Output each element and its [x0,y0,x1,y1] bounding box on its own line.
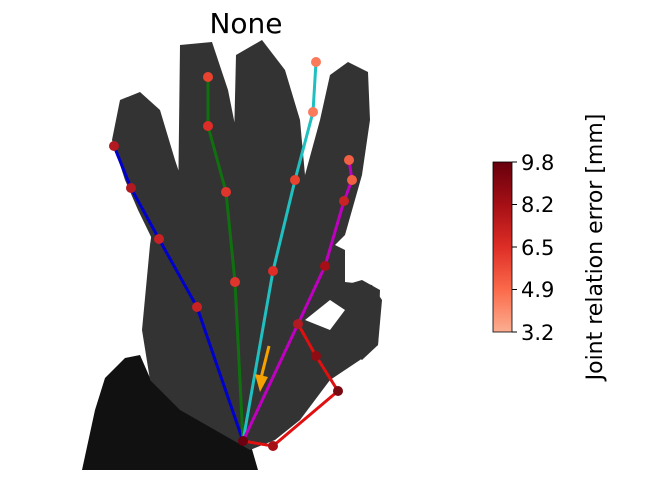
arrow-head [255,374,268,392]
thumb-region [320,282,382,360]
joint-thumb-3 [311,351,321,361]
joint-index-3 [339,196,349,206]
colorbar [492,161,513,333]
skeleton-joints [109,57,357,451]
index-finger-region [290,62,370,255]
joint-index-1 [293,319,303,329]
joint-pinky-2 [154,234,164,244]
arrow-annotation [255,345,271,392]
joint-ring-3 [203,121,213,131]
joint-pinky-3 [126,183,136,193]
joint-middle-3 [308,107,318,117]
colorbar-tick-label: 4.9 [521,278,554,302]
colorbar-tick-label: 3.2 [521,321,554,345]
palm-region [142,190,380,450]
joint-wrist [238,436,248,446]
joint-middle-tip [311,57,321,67]
joint-pinky-tip [109,141,119,151]
colorbar-label: Joint relation error [mm] [583,114,608,383]
thumb-gap [305,300,345,330]
joint-index-4 [347,175,357,185]
joint-pinky-1 [192,302,202,312]
figure-title: None [209,7,282,40]
joint-ring-1 [230,277,240,287]
joint-ring-2 [221,187,231,197]
joint-middle-2 [290,175,300,185]
joint-index-tip [344,155,354,165]
joint-thumb-1 [268,441,278,451]
colorbar-ticks [512,161,517,333]
depth-image [82,40,382,470]
colorbar-tick-label: 8.2 [521,193,554,217]
middle-finger-region [232,40,305,225]
colorbar-tick-label: 6.5 [521,236,554,260]
joint-middle-1 [268,266,278,276]
joint-thumb-2 [333,386,343,396]
pinky-finger-region [112,92,190,245]
joint-ring-tip [203,72,213,82]
forearm-region [82,355,258,470]
colorbar-tick-label: 9.8 [521,151,554,175]
arrow-shaft [259,345,271,379]
joint-index-2 [320,261,330,271]
